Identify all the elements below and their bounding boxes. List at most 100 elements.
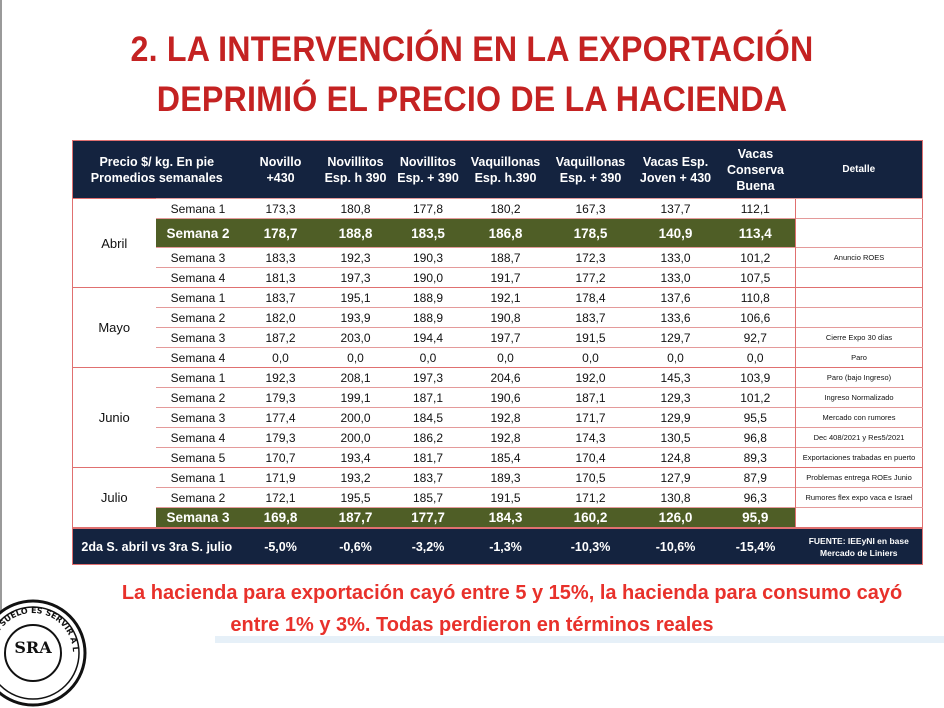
table-row: Semana 3 169,8 187,7 177,7 184,3 160,2 126,0 95… [73,507,923,528]
column-header: Novillitos Esp. h 390 [320,140,391,199]
price-cell: 171,2 [545,487,636,508]
price-cell: 170,4 [545,447,636,468]
price-cell: 133,0 [635,267,716,288]
month-label: Abril [72,198,156,288]
price-cell: 192,3 [240,367,321,388]
price-cell: 193,4 [320,447,391,468]
price-cell: 200,0 [320,407,391,428]
price-cell: 203,0 [320,327,391,348]
price-cell: 208,1 [320,367,391,388]
week-label: Semana 4 [155,347,241,368]
slide-title-line1: 2. LA INTERVENCIÓN EN LA EXPORTACIÓN [130,30,814,69]
price-cell: 188,7 [465,247,546,268]
price-cell: 172,1 [240,487,321,508]
column-header: Vacas Conserva Buena [715,140,796,199]
table-row: Semana 3 177,4 200,0 184,5 192,8 171,7 129,9 95… [73,407,923,428]
price-cell: 192,1 [465,287,546,308]
detail-cell [795,267,923,288]
column-header: Novillitos Esp. + 390 [390,140,466,199]
price-cell: 184,5 [390,407,466,428]
price-cell: 129,3 [635,387,716,408]
month-label: Junio [72,367,156,468]
slide-edge [0,0,2,643]
table-row: Semana 5 170,7 193,4 181,7 185,4 170,4 124,8 89… [73,447,923,468]
variation-cell: -15,4% [715,527,796,565]
variation-row: 2da S. abril vs 3ra S. julio -5,0% -0,6% -3… [72,527,923,565]
month-label: Mayo [72,287,156,368]
detail-cell [795,307,923,328]
variation-cell: -0,6% [320,527,391,565]
table-row: Semana 2 172,1 195,5 185,7 191,5 171,2 130,8 96… [73,487,923,508]
price-cell: 195,5 [320,487,391,508]
week-label: Semana 3 [155,327,241,348]
variation-cell: -10,3% [545,527,636,565]
price-cell: 167,3 [545,198,636,219]
price-cell: 186,8 [465,218,546,248]
column-header: Vaquillonas Esp. + 390 [545,140,636,199]
price-cell: 177,7 [390,507,466,528]
table-row: Semana 3 183,3 192,3 190,3 188,7 172,3 133,0 10… [73,247,923,268]
price-cell: 193,9 [320,307,391,328]
price-cell: 195,1 [320,287,391,308]
week-label: Semana 1 [155,287,241,308]
price-cell: 180,2 [465,198,546,219]
price-cell: 187,1 [545,387,636,408]
footer-bar [215,636,944,643]
price-cell: 0,0 [465,347,546,368]
table-row: Semana 4 179,3 200,0 186,2 192,8 174,3 130,5 96… [73,427,923,448]
week-label: Semana 1 [155,367,241,388]
price-cell: 194,4 [390,327,466,348]
variation-cell: -3,2% [390,527,466,565]
table-row: Junio Semana 1 192,3 208,1 197,3 204,6 192,0 14… [72,367,923,468]
conclusion-line1: La hacienda para exportación cayó entre … [121,582,903,604]
price-cell: 183,5 [390,218,466,248]
price-cell: 189,3 [465,467,546,488]
price-cell: 179,3 [240,427,321,448]
detail-cell: Problemas entrega ROEs Junio [795,467,923,488]
price-cell: 130,8 [635,487,716,508]
price-cell: 171,7 [545,407,636,428]
price-cell: 129,7 [635,327,716,348]
table-row: Mayo Semana 1 183,7 195,1 188,9 192,1 178,4 137… [72,287,923,368]
price-cell: 181,3 [240,267,321,288]
price-cell: 127,9 [635,467,716,488]
price-cell: 190,3 [390,247,466,268]
column-header: Vaquillonas Esp. h.390 [465,140,546,199]
table-header-row: Precio $/ kg. En pie Promedios semanales… [72,140,923,199]
price-cell: 178,4 [545,287,636,308]
conclusion-line2: entre 1% y 3%. Todas perdieron en términ… [230,614,714,636]
detail-cell: Anuncio ROES [795,247,923,268]
detail-cell: Dec 408/2021 y Res5/2021 [795,427,923,448]
detail-cell [795,287,923,308]
price-cell: 188,9 [390,307,466,328]
price-cell: 191,5 [465,487,546,508]
price-cell: 204,6 [465,367,546,388]
price-cell: 95,9 [715,507,796,528]
variation-cell: -10,6% [635,527,716,565]
table-row: Semana 2 182,0 193,9 188,9 190,8 183,7 133,6 10… [73,307,923,328]
column-header: Precio $/ kg. En pie Promedios semanales [72,140,241,199]
price-cell: 169,8 [240,507,321,528]
price-cell: 133,0 [635,247,716,268]
price-cell: 0,0 [240,347,321,368]
price-cell: 96,3 [715,487,796,508]
price-cell: 185,4 [465,447,546,468]
price-cell: 177,2 [545,267,636,288]
price-cell: 190,8 [465,307,546,328]
price-cell: 170,5 [545,467,636,488]
price-cell: 0,0 [390,347,466,368]
price-cell: 95,5 [715,407,796,428]
price-cell: 0,0 [635,347,716,368]
table-row: Semana 4 0,0 0,0 0,0 0,0 0,0 0,0 0,0 Paro [73,347,923,368]
price-cell: 187,7 [320,507,391,528]
price-cell: 187,1 [390,387,466,408]
table-row: Julio Semana 1 171,9 193,2 183,7 189,3 170,5 12… [72,467,923,528]
price-cell: 177,8 [390,198,466,219]
week-label: Semana 2 [155,487,241,508]
price-cell: 124,8 [635,447,716,468]
variation-cell: -5,0% [240,527,321,565]
week-label: Semana 3 [155,407,241,428]
detail-cell: Exportaciones trabadas en puerto [795,447,923,468]
detail-cell [795,218,923,248]
table-row: Abril Semana 1 173,3 180,8 177,8 180,2 167,3 13… [72,198,923,288]
